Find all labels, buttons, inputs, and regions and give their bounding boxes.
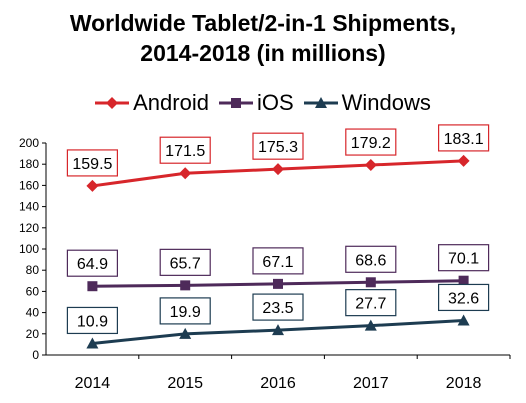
chart-title: Worldwide Tablet/2-in-1 Shipments, 2014-… — [0, 8, 526, 68]
android-point — [272, 163, 284, 176]
windows-data-label: 27.7 — [355, 296, 386, 313]
ios-legend-marker — [218, 98, 253, 108]
ios-point — [273, 278, 283, 289]
android-point — [179, 167, 192, 180]
android-data-label-box — [66, 149, 119, 177]
android-legend-marker — [95, 97, 130, 109]
legend-label-ios: iOS — [256, 90, 294, 115]
windows-data-label: 32.6 — [448, 290, 479, 307]
android-data-label-box — [438, 124, 490, 152]
y-tick-label: 40 — [26, 306, 40, 320]
chart-legend: Android iOS Windows — [0, 90, 526, 116]
legend-item-windows: Windows — [303, 90, 431, 116]
android-data-label-box — [252, 132, 304, 160]
windows-data-label: 10.9 — [77, 313, 108, 330]
y-tick-label: 120 — [19, 221, 39, 235]
windows-point — [364, 319, 377, 331]
windows-data-label-box — [438, 283, 490, 312]
ios-data-label-box — [252, 247, 304, 275]
y-tick-label: 20 — [26, 327, 40, 341]
ios-data-label: 70.1 — [448, 251, 479, 268]
chart-title-line-1: Worldwide Tablet/2-in-1 Shipments, — [69, 10, 457, 36]
y-tick-label: 160 — [19, 178, 39, 192]
x-tick-label: 2014 — [75, 375, 111, 392]
ios-data-label-box — [438, 244, 490, 272]
windows-data-label-box — [345, 289, 397, 317]
windows-data-label: 19.9 — [170, 304, 201, 321]
windows-legend-marker — [303, 97, 338, 108]
x-tick-label: 2018 — [446, 375, 482, 392]
android-point — [457, 154, 470, 167]
ios-data-label: 64.9 — [77, 256, 108, 273]
legend-item-ios: iOS — [218, 90, 294, 116]
y-tick-label: 180 — [19, 157, 39, 171]
y-tick-label: 140 — [19, 200, 39, 214]
ios-data-label: 67.1 — [262, 254, 293, 271]
y-tick-label: 0 — [32, 348, 39, 362]
ios-point — [180, 280, 191, 291]
y-tick-label: 100 — [19, 242, 39, 256]
windows-point — [457, 314, 470, 326]
windows-point — [272, 324, 284, 336]
windows-data-label-box — [66, 306, 119, 335]
x-tick-label: 2016 — [260, 375, 296, 392]
y-tick-label: 200 — [19, 136, 39, 150]
ios-point — [87, 281, 98, 292]
ios-data-label-box — [345, 245, 397, 273]
android-data-label-box — [159, 136, 211, 164]
android-data-label: 179.2 — [351, 135, 391, 152]
windows-data-label-box — [159, 297, 211, 325]
android-data-label: 183.1 — [444, 131, 484, 148]
android-data-label: 159.5 — [72, 156, 112, 173]
legend-label-android: Android — [133, 90, 209, 115]
ios-data-label: 68.6 — [355, 252, 386, 269]
chart-title-line-2: 2014-2018 (in millions) — [140, 40, 386, 66]
ios-data-label: 65.7 — [170, 255, 201, 272]
windows-point — [179, 327, 192, 339]
legend-label-windows: Windows — [341, 90, 431, 115]
legend-item-android: Android — [95, 90, 209, 116]
windows-data-label-box — [252, 293, 304, 321]
android-point — [86, 179, 99, 192]
y-tick-label: 60 — [26, 284, 40, 298]
ios-point — [365, 277, 376, 288]
android-data-label-box — [345, 128, 397, 156]
ios-data-label-box — [159, 248, 211, 276]
ios-data-label-box — [66, 249, 119, 277]
android-data-label: 171.5 — [165, 143, 205, 160]
y-tick-label: 80 — [26, 263, 40, 277]
ios-point — [458, 275, 469, 286]
android-data-label: 175.3 — [258, 139, 298, 156]
x-tick-label: 2015 — [167, 375, 203, 392]
android-point — [364, 159, 377, 172]
windows-point — [86, 337, 99, 349]
windows-data-label: 23.5 — [262, 300, 293, 317]
x-tick-label: 2017 — [353, 375, 389, 392]
